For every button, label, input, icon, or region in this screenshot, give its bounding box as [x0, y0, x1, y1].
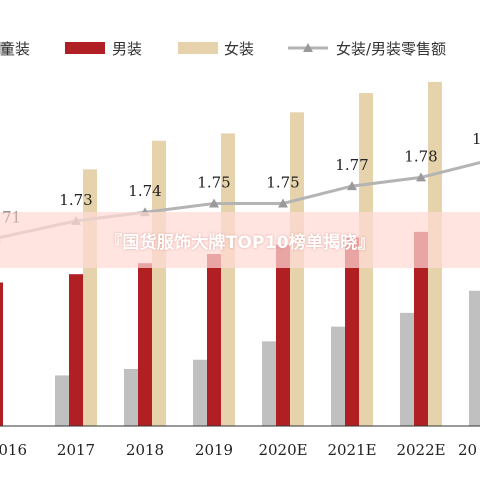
x-tick-2021E: 2021E	[327, 441, 376, 459]
bar-女装-2019	[221, 133, 235, 426]
bar-男装-2021E	[345, 237, 359, 426]
data-labels-group: 711.731.741.751.751.771.781.	[2, 130, 480, 226]
legend-marker-ratio	[303, 43, 313, 52]
ratio-marker-2022E	[416, 172, 426, 182]
x-tick-20: 20	[458, 441, 477, 459]
bar-女装-2020E	[290, 112, 304, 426]
bar-童装-2017	[55, 375, 69, 426]
legend-swatch-女装	[178, 42, 218, 54]
legend-label-女装/男装零售额: 女装/男装零售额	[336, 40, 446, 58]
bar-童装-2021E	[331, 326, 345, 426]
ratio-marker-2019	[209, 198, 219, 208]
bar-男装-2020E	[276, 244, 290, 426]
bar-男装-2018	[138, 263, 152, 426]
legend-swatch-童装	[0, 42, 10, 54]
legend-label-女装: 女装	[224, 40, 254, 58]
data-label-2021E: 1.77	[335, 156, 368, 174]
data-label-2017: 1.73	[59, 191, 92, 209]
bar-男装-2019	[207, 253, 221, 426]
data-label-2018: 1.74	[128, 182, 161, 200]
x-tick-2019: 2019	[195, 441, 233, 459]
x-tick-2017: 2017	[57, 441, 95, 459]
data-label-2022E: 1.78	[404, 147, 437, 165]
bar-童装-20	[469, 290, 480, 426]
ratio-marker-2020E	[278, 198, 288, 208]
x-tick-2022E: 2022E	[396, 441, 445, 459]
bar-童装-2019	[193, 359, 207, 426]
data-label-2020E: 1.75	[266, 174, 299, 192]
x-tick-2020E: 2020E	[258, 441, 307, 459]
bars-group	[0, 81, 480, 427]
bar-男装-2016	[0, 282, 3, 426]
bar-男装-2022E	[414, 231, 428, 426]
ratio-marker-2021E	[347, 181, 357, 191]
x-tick-2016: 2016	[0, 441, 27, 459]
bar-童装-2018	[124, 368, 138, 426]
x-tick-2018: 2018	[126, 441, 164, 459]
data-label-2019: 1.75	[197, 174, 230, 192]
legend: 童装 男装 女装 女装/男装零售额	[0, 40, 446, 58]
overlay-banner: 『国货服饰大牌TOP10榜单揭晓』	[0, 212, 480, 268]
bar-童装-2020E	[262, 341, 276, 426]
legend-swatch-男装	[65, 42, 105, 54]
x-ticks-group: 2016 2017 2018 2019 2020E 2021E 2022E 20	[0, 441, 477, 459]
bar-男装-2017	[69, 274, 83, 426]
legend-label-男装: 男装	[112, 40, 142, 58]
banner-text: 『国货服饰大牌TOP10榜单揭晓』	[105, 232, 375, 253]
data-label-20: 1.	[472, 130, 480, 148]
legend-label-童装: 童装	[0, 40, 30, 58]
bar-童装-2022E	[400, 312, 414, 426]
